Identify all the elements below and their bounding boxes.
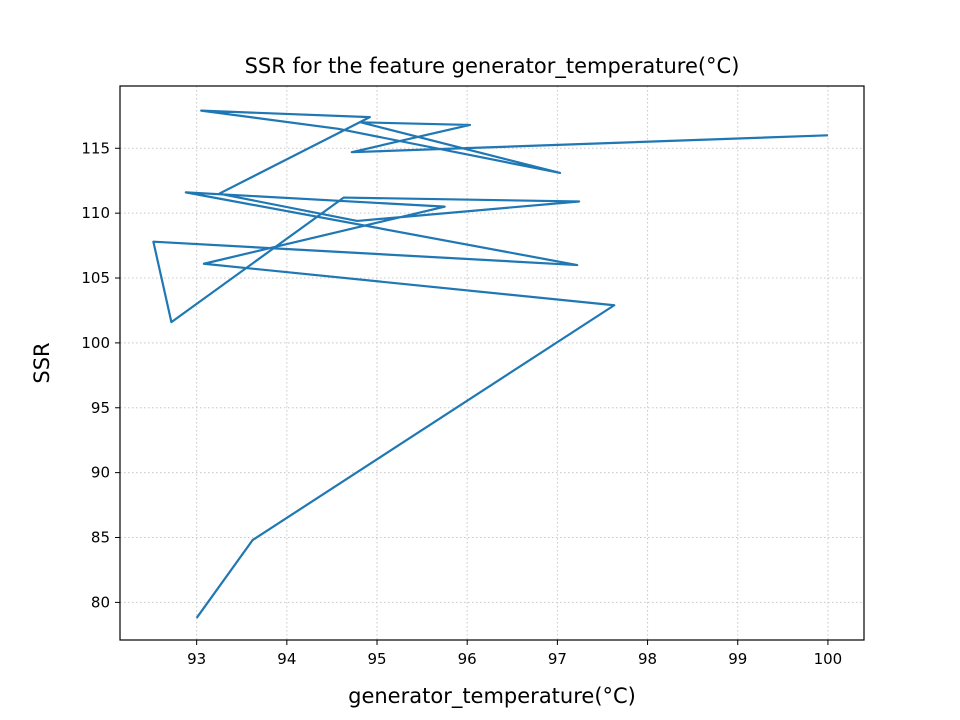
x-axis-label: generator_temperature(°C) bbox=[348, 684, 636, 709]
y-tick-label: 95 bbox=[91, 399, 110, 417]
x-tick-label: 94 bbox=[277, 650, 296, 668]
y-tick-label: 110 bbox=[81, 204, 110, 222]
y-axis: 80 85 90 95 100 105 110 115 bbox=[81, 139, 120, 611]
grid bbox=[120, 86, 864, 640]
y-tick-label: 85 bbox=[91, 529, 110, 547]
y-tick-label: 105 bbox=[81, 269, 110, 287]
x-axis: 93 94 95 96 97 98 99 100 bbox=[187, 640, 842, 668]
x-tick-label: 97 bbox=[548, 650, 567, 668]
plot-frame bbox=[119, 85, 865, 641]
x-tick-label: 99 bbox=[728, 650, 747, 668]
x-tick-label: 96 bbox=[458, 650, 477, 668]
series-line-0 bbox=[152, 109, 828, 619]
x-tick-label: 100 bbox=[814, 650, 843, 668]
y-tick-label: 115 bbox=[81, 139, 110, 157]
x-tick-label: 93 bbox=[187, 650, 206, 668]
x-tick-label: 95 bbox=[367, 650, 386, 668]
y-tick-label: 90 bbox=[91, 464, 110, 482]
y-axis-label: SSR bbox=[30, 342, 54, 383]
x-tick-label: 98 bbox=[638, 650, 657, 668]
series-layer bbox=[152, 109, 828, 619]
y-tick-label: 80 bbox=[91, 593, 110, 611]
chart-title: SSR for the feature generator_temperatur… bbox=[245, 54, 740, 79]
y-tick-label: 100 bbox=[81, 334, 110, 352]
